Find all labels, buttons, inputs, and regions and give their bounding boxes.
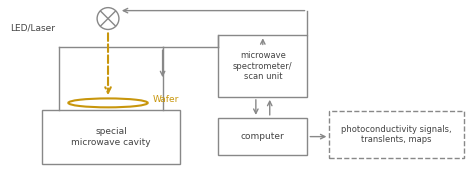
Text: special
microwave cavity: special microwave cavity bbox=[71, 127, 151, 147]
Text: Wafer: Wafer bbox=[153, 95, 179, 104]
Text: LED/Laser: LED/Laser bbox=[10, 24, 55, 33]
Text: photoconductivity signals,
translents, maps: photoconductivity signals, translents, m… bbox=[341, 125, 452, 144]
Text: computer: computer bbox=[241, 132, 285, 141]
Text: microwave
spectrometer/
scan unit: microwave spectrometer/ scan unit bbox=[233, 51, 292, 81]
